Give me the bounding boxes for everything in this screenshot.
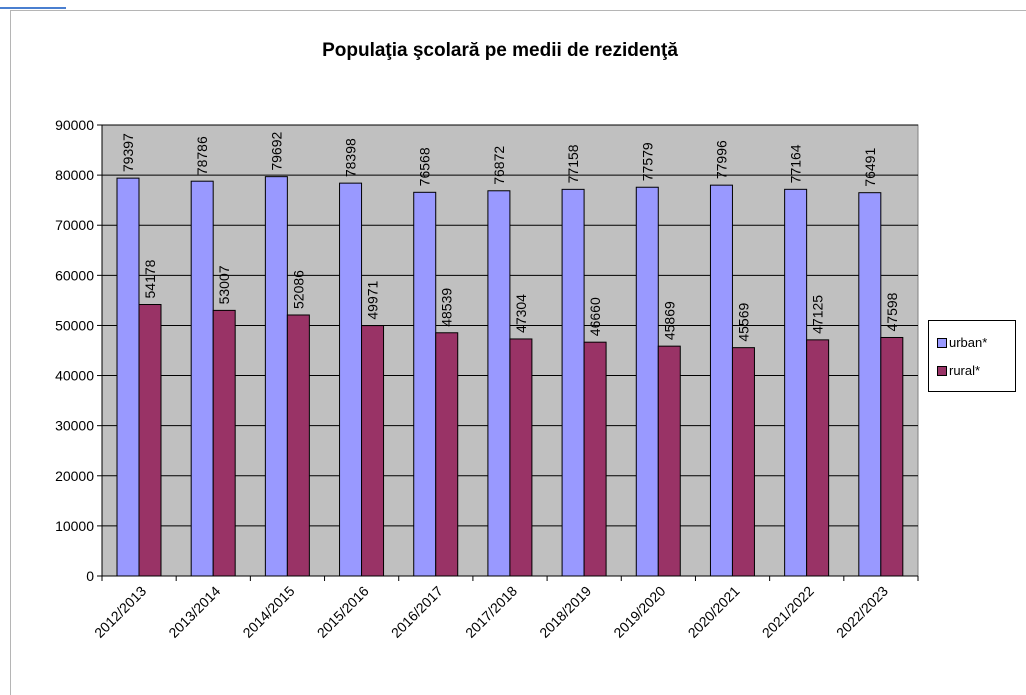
data-label-rural: 53007 (216, 265, 232, 304)
bar-rural (806, 339, 830, 577)
data-label-rural: 46660 (587, 297, 603, 336)
legend-swatch-urban (937, 337, 947, 348)
legend-label-urban: urban* (949, 335, 988, 350)
selection-marker (0, 7, 66, 9)
x-tick-label: 2020/2021 (685, 583, 743, 641)
data-label-rural: 54178 (142, 259, 158, 298)
legend-swatch-rural (937, 365, 947, 376)
x-tick-label: 2019/2020 (610, 583, 668, 641)
y-tick-label: 90000 (55, 117, 94, 133)
bar-rural (880, 336, 904, 577)
data-label-urban: 77996 (713, 140, 729, 179)
y-tick-label: 80000 (55, 167, 94, 183)
bar-rural (435, 332, 459, 577)
bar-urban (190, 180, 214, 577)
y-tick-label: 20000 (55, 468, 94, 484)
bar-urban (339, 182, 363, 577)
bar-rural (361, 325, 385, 577)
bar-rural (583, 341, 607, 577)
data-label-rural: 47598 (884, 292, 900, 331)
data-label-rural: 47125 (810, 295, 826, 334)
bar-rural (657, 345, 681, 577)
x-tick-label: 2022/2023 (833, 583, 891, 641)
bar-urban (264, 176, 288, 577)
x-tick-label: 2015/2016 (314, 583, 372, 641)
y-tick-label: 10000 (55, 518, 94, 534)
data-label-urban: 77164 (788, 144, 804, 183)
data-label-urban: 76872 (491, 146, 507, 185)
chart-legend: urban* rural* (928, 320, 1016, 392)
y-tick-label: 40000 (55, 368, 94, 384)
bar-urban (413, 191, 437, 577)
bar-rural (138, 304, 162, 577)
data-label-urban: 79692 (268, 132, 284, 171)
x-tick-label: 2012/2013 (91, 583, 149, 641)
data-label-rural: 48539 (439, 288, 455, 327)
data-label-rural: 49971 (365, 280, 381, 319)
bar-urban (487, 190, 511, 577)
bar-rural (212, 309, 236, 577)
y-tick-label: 0 (86, 568, 94, 584)
x-tick-label: 2017/2018 (462, 583, 520, 641)
data-label-rural: 45569 (735, 303, 751, 342)
x-tick-label: 2013/2014 (165, 583, 223, 641)
data-label-urban: 78398 (343, 138, 359, 177)
legend-item-urban: urban* (937, 335, 987, 350)
data-label-urban: 77158 (565, 144, 581, 183)
x-tick-label: 2016/2017 (388, 583, 446, 641)
bar-rural (731, 347, 755, 577)
data-label-urban: 78786 (194, 136, 210, 175)
x-tick-label: 2021/2022 (759, 583, 817, 641)
data-label-urban: 77579 (639, 142, 655, 181)
bar-urban (784, 188, 808, 577)
data-label-rural: 45869 (661, 301, 677, 340)
bar-urban (116, 177, 140, 577)
chart-title: Populaţia şcolară pe medii de rezidenţă (322, 40, 678, 61)
x-tick-label: 2018/2019 (536, 583, 594, 641)
y-tick-label: 50000 (55, 317, 94, 333)
bar-rural (286, 314, 310, 577)
data-label-urban: 76568 (417, 147, 433, 186)
legend-label-rural: rural* (949, 363, 981, 378)
bar-urban (561, 188, 585, 577)
legend-item-rural: rural* (937, 363, 980, 378)
bar-rural (509, 338, 533, 577)
bar-urban (858, 192, 882, 577)
y-tick-label: 30000 (55, 418, 94, 434)
data-label-urban: 76491 (862, 148, 878, 187)
bar-urban (635, 186, 659, 577)
bar-urban (709, 184, 733, 577)
data-label-rural: 47304 (513, 294, 529, 333)
data-label-rural: 52086 (290, 270, 306, 309)
y-tick-label: 60000 (55, 267, 94, 283)
data-label-urban: 79397 (120, 133, 136, 172)
x-tick-label: 2014/2015 (239, 583, 297, 641)
y-tick-label: 70000 (55, 217, 94, 233)
